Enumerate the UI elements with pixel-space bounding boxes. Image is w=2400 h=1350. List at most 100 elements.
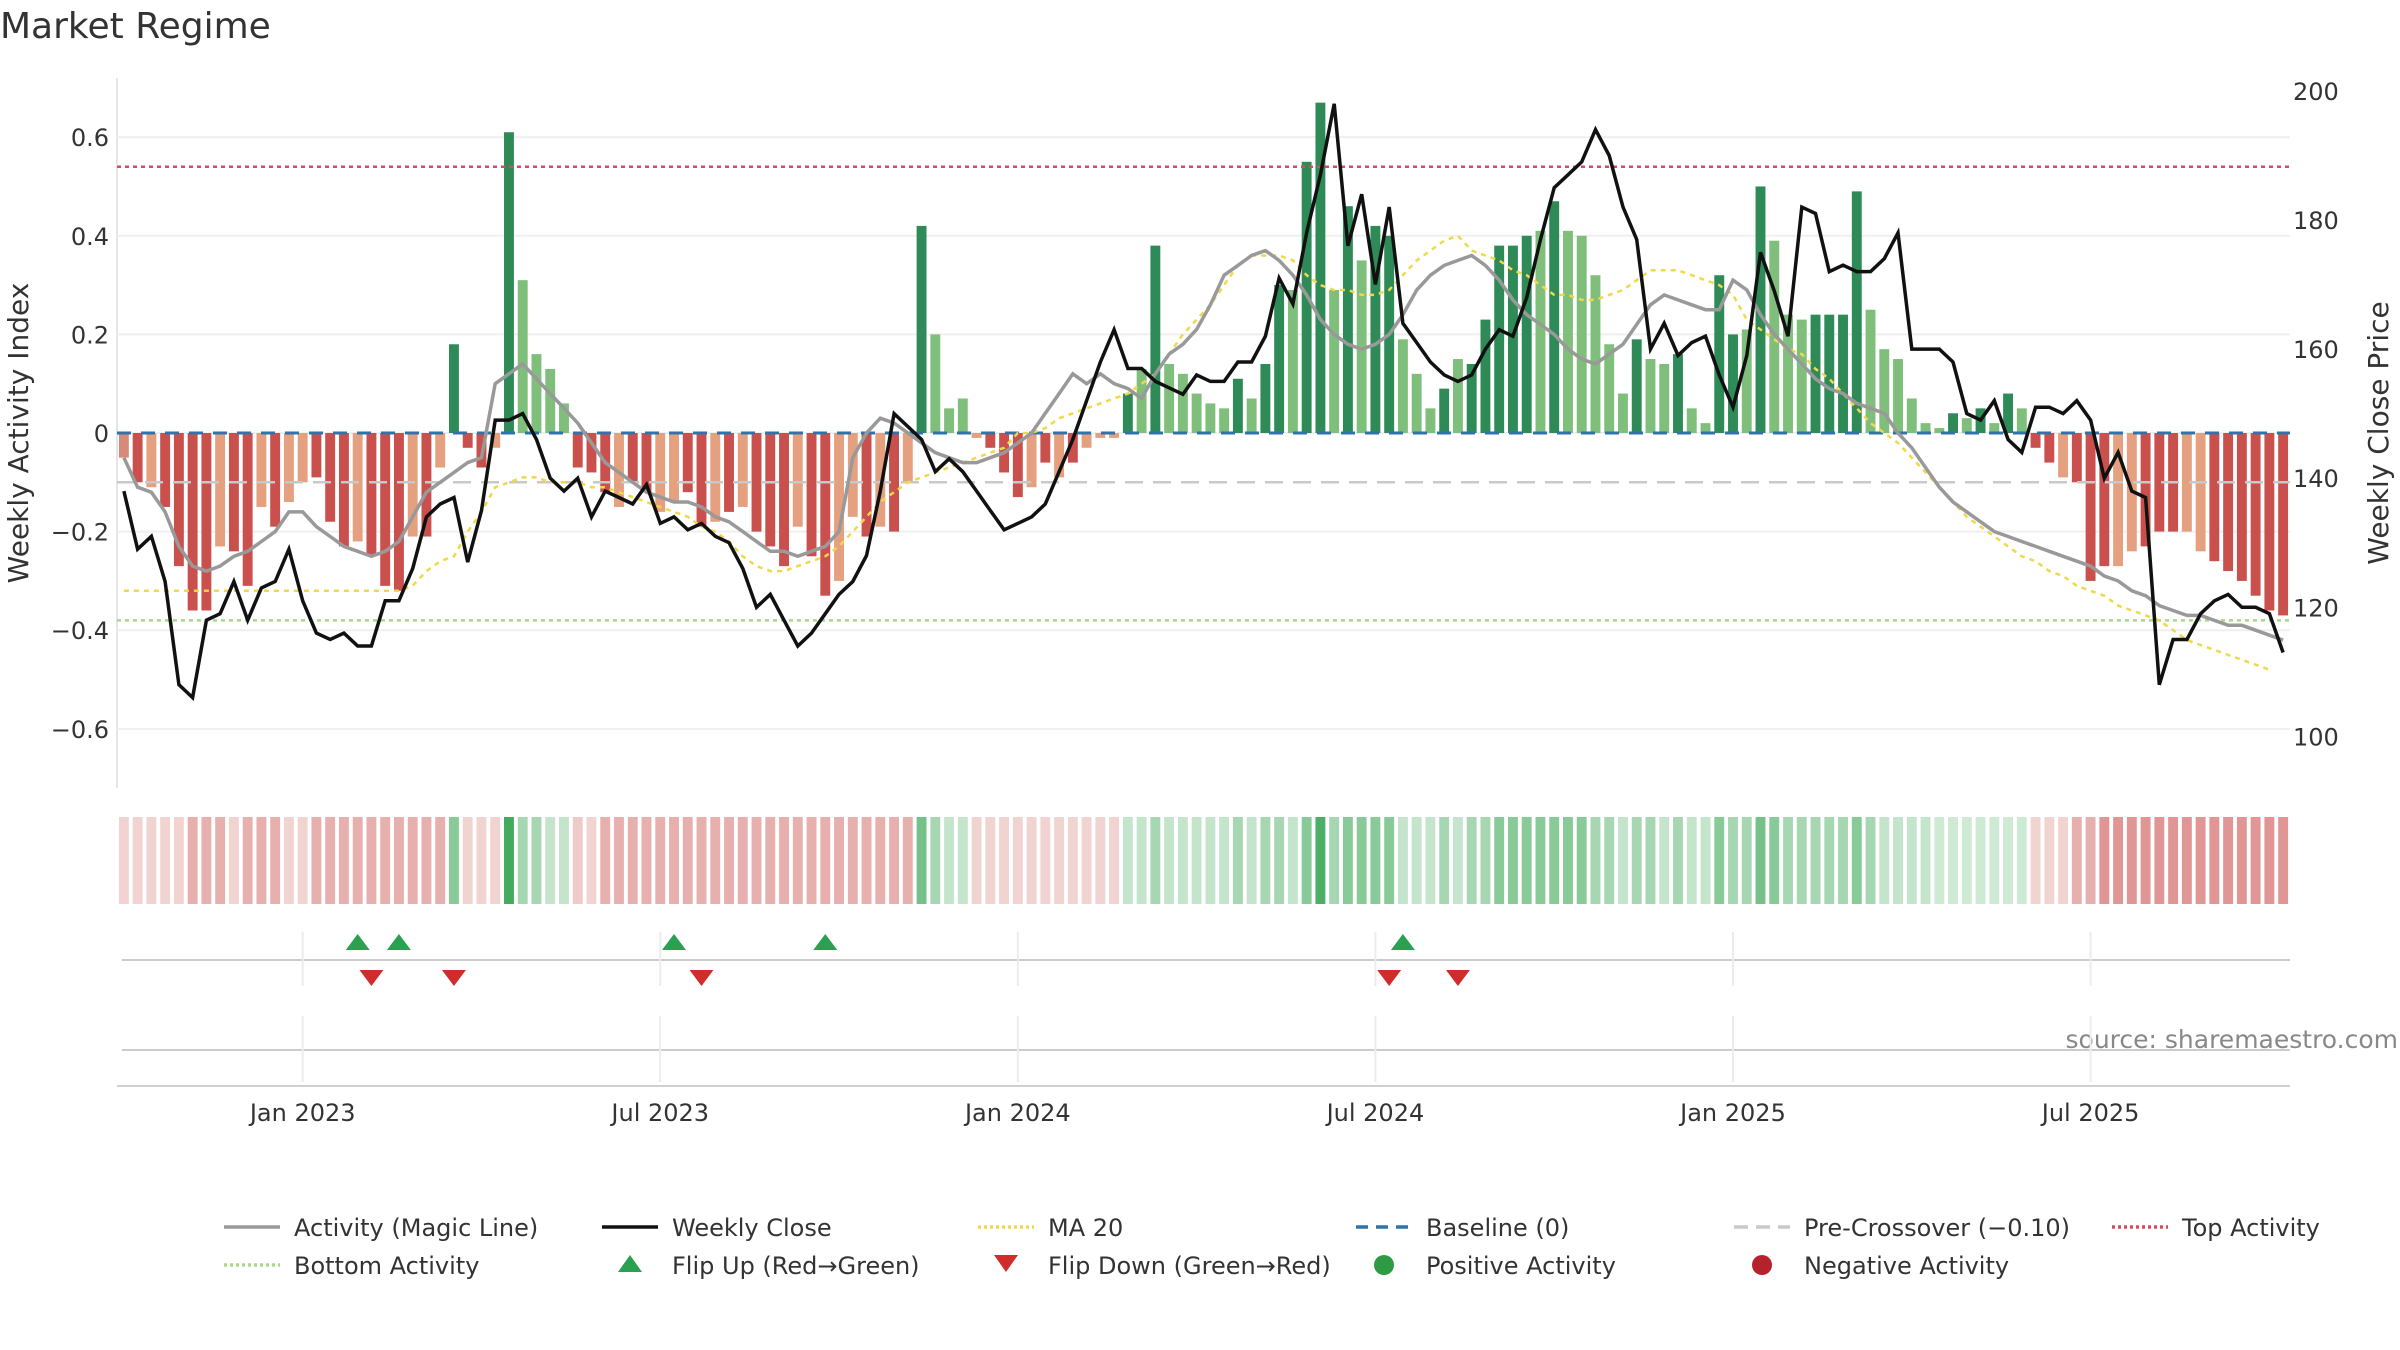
regime-strip-cell — [366, 817, 377, 904]
regime-strip-cell — [435, 817, 446, 904]
regime-strip-cell — [1975, 817, 1986, 904]
activity-bar — [1824, 314, 1835, 433]
legend-label: Flip Up (Red→Green) — [672, 1252, 920, 1280]
regime-strip-cell — [2126, 817, 2137, 904]
activity-bar — [1961, 418, 1972, 433]
activity-bar — [1618, 393, 1628, 433]
regime-strip-cell — [1494, 817, 1505, 904]
activity-bar — [270, 433, 281, 527]
regime-strip-cell — [2278, 817, 2289, 904]
regime-strip-cell — [1040, 817, 1051, 904]
activity-bar — [449, 344, 459, 433]
regime-strip-cell — [160, 817, 171, 904]
regime-strip-cell — [627, 817, 638, 904]
regime-strip-cell — [1109, 817, 1120, 904]
regime-strip-cell — [792, 817, 803, 904]
regime-strip-cell — [1659, 817, 1670, 904]
activity-bar — [2030, 433, 2041, 448]
activity-bar — [1590, 275, 1601, 433]
regime-strip-cell — [1549, 817, 1560, 904]
activity-bar — [861, 433, 872, 537]
activity-bar — [2071, 433, 2082, 483]
activity-bar — [1095, 433, 1106, 438]
activity-bar — [380, 433, 391, 586]
activity-bar — [1164, 363, 1175, 433]
x-tick-label: Jan 2025 — [1678, 1099, 1786, 1127]
activity-bar — [1329, 290, 1340, 433]
regime-strip-cell — [132, 817, 143, 904]
regime-strip-cell — [2113, 817, 2124, 904]
activity-bar — [1934, 428, 1945, 433]
activity-bar — [462, 433, 473, 448]
flip-up-marker — [386, 934, 411, 950]
activity-bar — [655, 433, 666, 512]
regime-strip-cell — [2030, 817, 2041, 904]
regime-strip-cell — [820, 817, 831, 904]
regime-strip-cell — [1796, 817, 1807, 904]
regime-strip-cell — [338, 817, 349, 904]
regime-strip-cell — [1260, 817, 1271, 904]
regime-strip-cell — [352, 817, 363, 904]
activity-bar — [1425, 408, 1436, 433]
activity-bar — [1631, 339, 1642, 433]
ma20-line — [123, 234, 2270, 671]
x-tick-label: Jul 2025 — [2040, 1099, 2140, 1127]
regime-strip-cell — [1563, 817, 1573, 904]
activity-bar — [765, 433, 776, 547]
activity-bar — [1150, 245, 1161, 433]
regime-strip-cell — [476, 817, 487, 904]
activity-bar — [2278, 433, 2289, 616]
activity-bar — [1411, 373, 1422, 433]
regime-strip-cell — [1026, 817, 1037, 904]
activity-bar — [724, 433, 734, 512]
regime-strip-cell — [1315, 817, 1326, 904]
regime-strip-cell — [2154, 817, 2165, 904]
regime-strip-cell — [696, 817, 707, 904]
activity-bar — [2044, 433, 2055, 463]
regime-strip-cell — [1164, 817, 1175, 904]
y-right-tick-label: 200 — [2293, 78, 2339, 106]
regime-strip-cell — [2181, 817, 2192, 904]
activity-bar — [916, 225, 927, 433]
regime-strip-cell — [1576, 817, 1587, 904]
activity-bar — [957, 398, 968, 433]
activity-bar — [559, 403, 569, 433]
activity-bar — [1356, 260, 1367, 433]
regime-strip-cell — [380, 817, 391, 904]
regime-strip-cell — [449, 817, 459, 904]
activity-bar — [1741, 329, 1752, 433]
activity-bar — [256, 433, 267, 507]
regime-strip-cell — [517, 817, 528, 904]
activity-bar — [1700, 423, 1711, 433]
regime-strip-cell — [2003, 817, 2014, 904]
activity-bar — [1054, 433, 1065, 478]
activity-bar — [641, 433, 652, 493]
axis-ticks: 0.6 0.4 0.2 0 −0.2 −0.4 −0.6 200 180 160 140 120 100 — [51, 78, 2339, 751]
regime-strip-cell — [393, 817, 404, 904]
regime-strip-cell — [1191, 817, 1202, 904]
activity-bar — [1109, 433, 1120, 438]
regime-strip-cell — [1246, 817, 1257, 904]
activity-bar — [1755, 186, 1766, 433]
activity-bar — [1122, 393, 1133, 433]
regime-strip-cell — [1769, 817, 1780, 904]
regime-strip-cell — [806, 817, 817, 904]
activity-bar — [806, 433, 817, 557]
flip-down-marker — [441, 970, 466, 986]
activity-bar — [1040, 433, 1051, 463]
regime-strip-cell — [1741, 817, 1752, 904]
regime-strip-cell — [1590, 817, 1601, 904]
activity-bar — [2140, 433, 2151, 547]
legend-label: Activity (Magic Line) — [294, 1214, 538, 1242]
activity-bar — [875, 433, 886, 527]
regime-strip-cell — [462, 817, 473, 904]
activity-bar — [1507, 245, 1518, 433]
y-right-tick-label: 140 — [2293, 465, 2339, 493]
activity-bar — [311, 433, 322, 478]
regime-strip-cell — [641, 817, 652, 904]
regime-strip-cell — [1329, 817, 1340, 904]
regime-strip-cell — [889, 817, 900, 904]
regime-strip-cell — [1714, 817, 1725, 904]
regime-strip-cell — [1631, 817, 1642, 904]
